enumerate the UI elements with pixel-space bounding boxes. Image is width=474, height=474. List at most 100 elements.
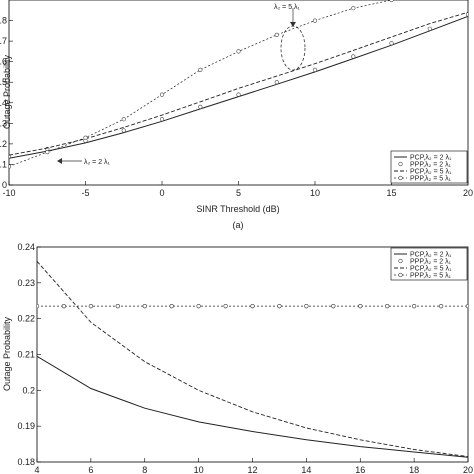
x-tick-label: 0 xyxy=(159,188,164,198)
x-tick-label: 6 xyxy=(88,465,93,474)
series-line-2 xyxy=(37,261,468,458)
chart-b-ticks: 4 6 8 10 12 14 16 18 20 0.18 0.19 0.2 0.21 0.22 0.23 0.… xyxy=(17,242,473,474)
x-tick-label: 5 xyxy=(236,188,241,198)
series-point-3 xyxy=(83,135,88,140)
x-tick-label: 10 xyxy=(310,188,320,198)
y-tick-label: 0.6 xyxy=(0,57,7,67)
y-tick-label: 0.19 xyxy=(17,421,35,431)
legend-entry-1: PPP,λ₂ = 2 λ₁ xyxy=(410,259,452,266)
annotation-arrowhead-2 xyxy=(57,158,62,164)
legend-entry-2: PCP,λ₂ = 5 λ₁ xyxy=(410,169,452,176)
legend-entry-1: PPP,λ₂ = 2 λ₁ xyxy=(410,162,452,169)
series-point-1 xyxy=(236,92,241,97)
series-point-1 xyxy=(351,54,356,59)
series-point-3 xyxy=(121,117,126,122)
y-tick-label: 0.21 xyxy=(17,350,35,360)
series-point-3 xyxy=(304,304,309,309)
series-point-3 xyxy=(115,304,120,309)
x-tick-label: -5 xyxy=(81,188,89,198)
series-point-3 xyxy=(312,18,318,23)
series-point-1 xyxy=(198,104,203,109)
legend-marker-1 xyxy=(398,161,403,167)
legend-entry-3: PPP,λ₂ = 5 λ₁ xyxy=(410,273,452,280)
y-tick-label: 0.4 xyxy=(0,98,7,108)
series-point-3 xyxy=(236,49,241,54)
x-tick-label: 18 xyxy=(409,465,419,474)
series-point-3 xyxy=(61,304,67,309)
series-point-1 xyxy=(312,67,318,72)
series-point-3 xyxy=(465,304,468,309)
y-tick-label: 0.2 xyxy=(0,139,7,149)
x-tick-label: 10 xyxy=(194,465,204,474)
series-point-3 xyxy=(250,304,255,309)
legend-marker-1 xyxy=(398,258,403,264)
series-point-3 xyxy=(45,150,50,155)
y-tick-label: 0.7 xyxy=(0,36,7,46)
x-tick-label: 20 xyxy=(463,188,473,198)
y-tick-label: 0.5 xyxy=(0,77,7,87)
series-point-3 xyxy=(88,304,93,309)
series-point-3 xyxy=(37,304,40,309)
series-point-3 xyxy=(159,92,165,97)
legend-entry-0: PCP,λ₂ = 2 λ₁ xyxy=(410,155,452,162)
chart-b-ylabel: Outage Probability xyxy=(2,316,12,391)
legend-entry-2: PCP,λ₂ = 5 λ₁ xyxy=(410,266,452,273)
series-line-0 xyxy=(9,15,468,159)
series-point-3 xyxy=(169,304,174,309)
series-point-3 xyxy=(274,32,279,38)
annotation-lambda-5: λ₂ = 5 λ₁ xyxy=(274,4,301,11)
series-point-3 xyxy=(142,304,147,309)
series-point-3 xyxy=(331,304,336,309)
x-tick-label: 12 xyxy=(247,465,257,474)
legend-entry-3: PPP,λ₂ = 5 λ₁ xyxy=(410,176,452,183)
annotation-arrowhead-5 xyxy=(290,22,296,27)
y-tick-label: 0.8 xyxy=(0,16,7,26)
series-point-3 xyxy=(196,304,201,309)
x-tick-label: 8 xyxy=(142,465,147,474)
x-tick-label: 4 xyxy=(34,465,39,474)
legend-marker-3 xyxy=(398,175,403,181)
series-point-1 xyxy=(465,12,468,17)
x-tick-label: 15 xyxy=(386,188,396,198)
chart-a-ylabel: Outage Probability xyxy=(2,54,12,129)
legend-marker-3 xyxy=(398,272,403,278)
chart-a: -10 -5 0 5 10 15 20 0 0.1 0.2 0.3 0.4 0.5 0.6 0.7 0.8 O… xyxy=(0,0,473,230)
y-tick-label: 0.24 xyxy=(17,242,35,252)
series-point-1 xyxy=(159,117,165,122)
legend-entry-0: PCP,λ₂ = 2 λ₁ xyxy=(410,252,452,259)
y-tick-label: 0.3 xyxy=(0,118,7,128)
series-line-2 xyxy=(9,11,468,156)
y-tick-label: 0.18 xyxy=(17,457,35,467)
series-point-3 xyxy=(358,304,363,309)
y-tick-label: 0.23 xyxy=(17,278,35,288)
chart-b: 4 6 8 10 12 14 16 18 20 0.18 0.19 0.2 0.21 0.22 0.23 0.… xyxy=(2,242,473,474)
y-tick-label: 0 xyxy=(2,180,7,190)
series-point-3 xyxy=(277,304,282,309)
chart-a-xlabel: SINR Threshold (dB) xyxy=(196,204,279,214)
series-point-3 xyxy=(9,164,12,169)
y-tick-label: 0.1 xyxy=(0,159,7,169)
series-point-3 xyxy=(351,6,356,11)
x-tick-label: 14 xyxy=(301,465,311,474)
caption-a: (a) xyxy=(233,220,244,230)
series-point-1 xyxy=(427,26,432,31)
series-point-3 xyxy=(198,67,203,72)
series-point-1 xyxy=(389,41,394,46)
annotation-lambda-2: λ₂ = 2 λ₁ xyxy=(84,159,111,166)
x-tick-label: -10 xyxy=(2,188,15,198)
series-point-3 xyxy=(412,304,417,309)
series-point-3 xyxy=(223,304,228,309)
y-tick-label: 0.2 xyxy=(22,385,35,395)
series-point-3 xyxy=(439,304,444,309)
chart-b-marks xyxy=(37,261,468,458)
series-point-1 xyxy=(121,128,126,133)
chart-a-annotations: λ₂ = 5 λ₁ λ₂ = 2 λ₁ xyxy=(57,4,306,166)
annotation-ellipse xyxy=(280,25,306,71)
series-line-3 xyxy=(9,0,392,167)
series-line-0 xyxy=(37,355,468,458)
x-tick-label: 20 xyxy=(463,465,473,474)
series-point-1 xyxy=(274,80,279,85)
